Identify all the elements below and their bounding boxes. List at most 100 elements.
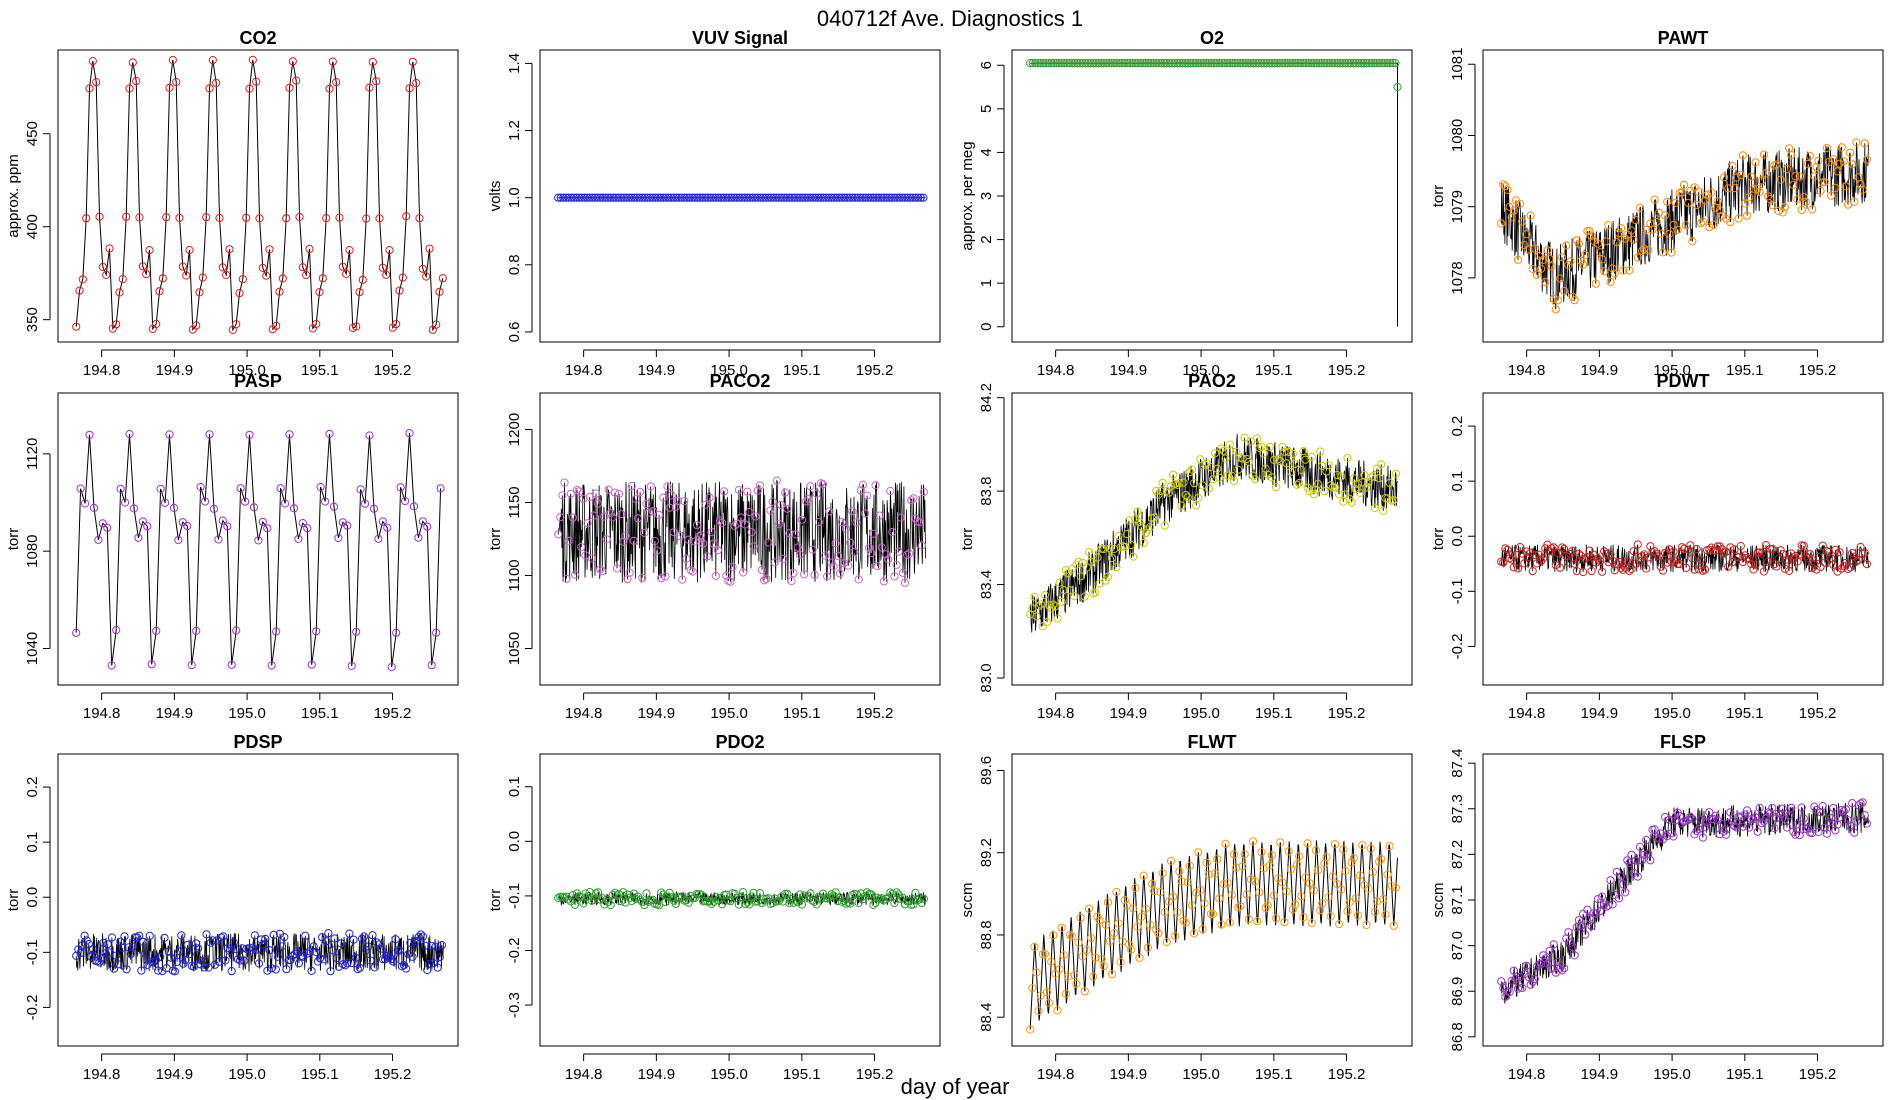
data-point — [1273, 59, 1282, 68]
data-point — [1145, 920, 1155, 930]
data-point — [1518, 217, 1527, 226]
data-point — [238, 944, 247, 953]
data-point — [1381, 910, 1390, 919]
data-point — [1171, 479, 1180, 488]
data-point — [405, 84, 414, 93]
data-point — [919, 894, 929, 903]
data-point — [864, 193, 873, 202]
x-tick-label: 194.8 — [83, 362, 121, 379]
data-point — [1772, 160, 1781, 169]
data-point — [797, 900, 807, 909]
data-point — [178, 262, 187, 271]
data-point — [1661, 211, 1670, 220]
data-point — [1156, 486, 1165, 496]
data-point — [1528, 977, 1537, 986]
data-point — [879, 193, 889, 202]
data-point — [724, 193, 734, 202]
data-point — [244, 944, 253, 953]
data-point — [1520, 559, 1529, 568]
series-markers-pasp — [72, 429, 445, 672]
data-point — [114, 960, 123, 969]
data-point — [329, 502, 339, 511]
data-point — [322, 214, 331, 223]
data-point — [1728, 558, 1737, 567]
x-axis-pawt: 194.8 194.9 195.0 195.1 195.2 — [1508, 349, 1836, 379]
data-point — [75, 286, 84, 295]
data-point — [1343, 907, 1352, 916]
data-point — [1314, 866, 1323, 875]
data-point — [418, 517, 427, 526]
data-point — [121, 498, 130, 507]
data-point — [736, 513, 746, 522]
data-point — [764, 894, 773, 903]
data-point — [1759, 567, 1769, 576]
data-point — [743, 898, 752, 907]
data-point — [589, 511, 599, 520]
data-point — [768, 497, 777, 506]
data-point — [1198, 925, 1207, 934]
data-point — [1047, 59, 1056, 68]
data-point — [1619, 565, 1628, 574]
data-point — [1241, 59, 1250, 68]
data-point — [560, 478, 569, 487]
data-point — [1312, 59, 1321, 68]
data-point — [334, 533, 343, 543]
data-point — [839, 559, 849, 568]
x-tick-label: 195.1 — [1255, 705, 1293, 722]
data-point — [871, 898, 880, 908]
data-point — [129, 504, 139, 513]
data-point — [688, 567, 697, 576]
data-point — [1133, 59, 1143, 68]
data-point — [1362, 483, 1371, 492]
x-tick-label: 195.1 — [301, 705, 339, 722]
data-point — [766, 506, 775, 515]
data-point — [347, 958, 356, 968]
y-tick-label: 3 — [978, 192, 995, 200]
data-point — [703, 193, 713, 202]
data-point — [1325, 59, 1334, 68]
data-point — [95, 958, 104, 967]
data-point — [1036, 59, 1045, 68]
data-point — [1101, 920, 1110, 929]
data-point — [1154, 929, 1163, 938]
data-point — [1219, 880, 1228, 889]
data-point — [1566, 938, 1575, 948]
data-point — [1185, 467, 1195, 477]
data-point — [265, 946, 274, 955]
data-point — [1042, 988, 1052, 997]
data-point — [1177, 501, 1186, 510]
data-point — [685, 193, 694, 202]
x-tick-label: 194.8 — [1037, 362, 1075, 379]
data-point — [1183, 59, 1192, 68]
data-point — [915, 894, 924, 903]
data-point — [570, 570, 580, 579]
data-point — [438, 274, 447, 283]
data-point — [1532, 962, 1542, 971]
data-point — [1066, 586, 1075, 595]
panel-title-pdo2: PDO2 — [715, 732, 764, 752]
data-point — [1272, 914, 1281, 923]
data-point — [1837, 806, 1846, 815]
data-point — [594, 499, 603, 508]
data-point — [1614, 894, 1624, 903]
data-point — [1684, 198, 1693, 207]
data-point — [848, 890, 857, 900]
x-axis-flwt: 194.8 194.9 195.0 195.1 195.2 — [1037, 1053, 1365, 1083]
series-line-pawt — [1500, 142, 1869, 310]
data-point — [1511, 974, 1521, 984]
data-point — [1370, 59, 1379, 68]
data-point — [1673, 225, 1682, 234]
data-point — [677, 193, 686, 202]
data-point — [1272, 482, 1281, 492]
data-point — [772, 476, 781, 485]
data-point — [1183, 493, 1192, 502]
data-point — [252, 945, 261, 954]
data-point — [324, 929, 333, 938]
data-point — [881, 550, 891, 559]
data-point — [1093, 553, 1102, 562]
data-point — [1499, 558, 1508, 567]
data-point — [1854, 801, 1863, 810]
data-point — [1387, 881, 1396, 891]
data-point — [232, 320, 241, 329]
